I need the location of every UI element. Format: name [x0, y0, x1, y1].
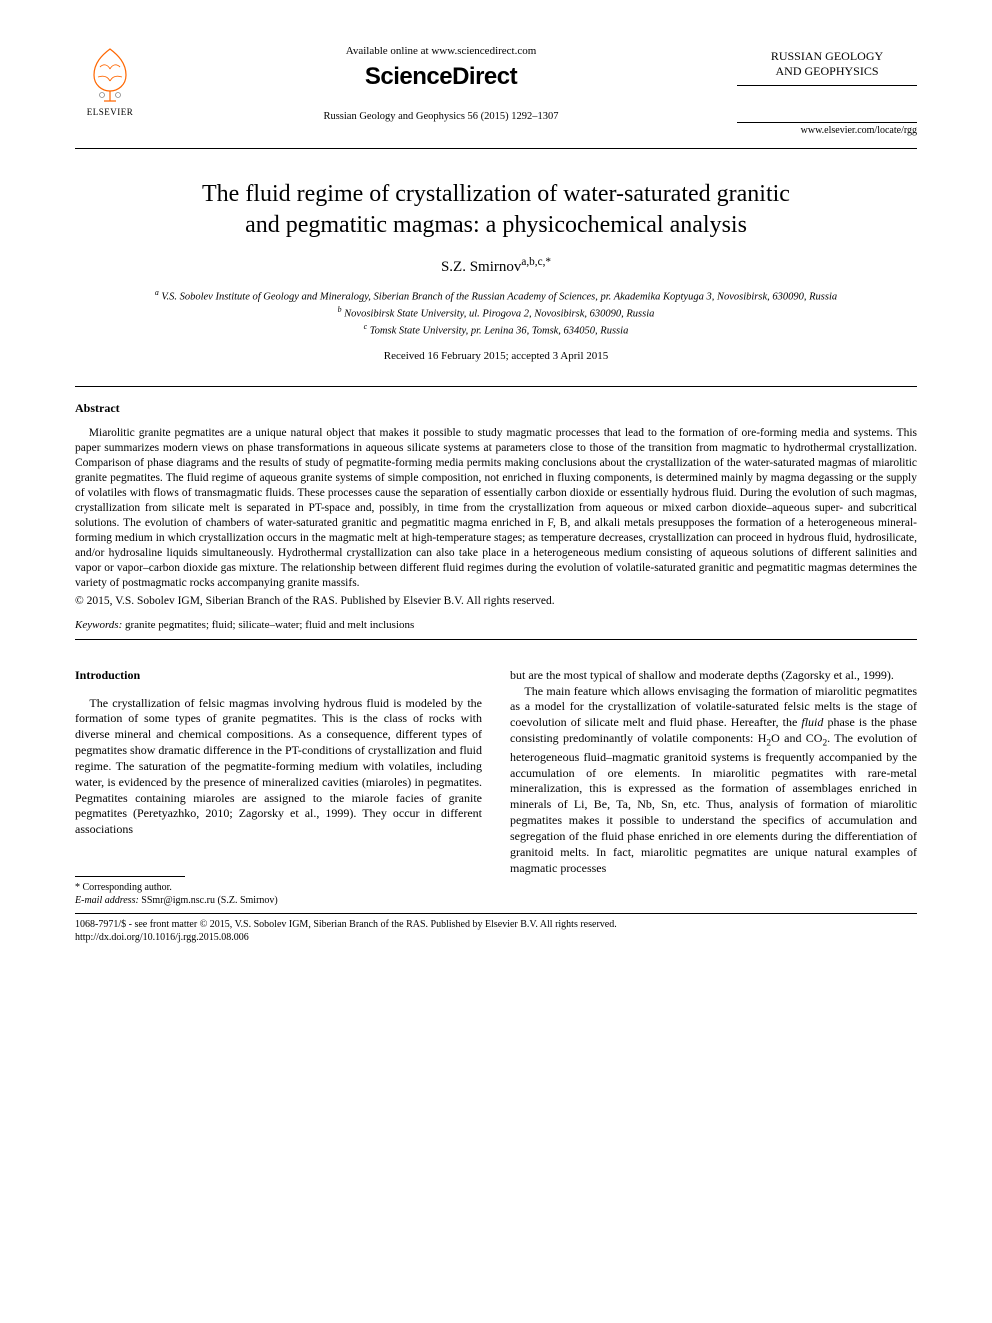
email-footnote: E-mail address: SSmr@igm.nsc.ru (S.Z. Sm… — [75, 894, 482, 907]
right-col-paragraph-2: The main feature which allows envisaging… — [510, 684, 917, 877]
author-sup: a,b,c,* — [521, 256, 551, 268]
header-rule — [75, 148, 917, 149]
footer-rule — [75, 913, 917, 914]
keywords-value: granite pegmatites; fluid; silicate–wate… — [125, 619, 414, 631]
footer-copyright: 1068-7971/$ - see front matter © 2015, V… — [75, 918, 917, 931]
affiliation-c: Tomsk State University, pr. Lenina 36, T… — [370, 325, 629, 336]
received-accepted-dates: Received 16 February 2015; accepted 3 Ap… — [75, 350, 917, 362]
journal-issue-text: Russian Geology and Geophysics 56 (2015)… — [165, 111, 717, 122]
journal-name: RUSSIAN GEOLOGY AND GEOPHYSICS — [737, 49, 917, 86]
keywords-label: Keywords: — [75, 619, 122, 631]
keywords-line: Keywords: granite pegmatites; fluid; sil… — [75, 619, 917, 631]
journal-name-line1: RUSSIAN GEOLOGY — [771, 49, 883, 63]
introduction-heading: Introduction — [75, 668, 482, 684]
intro-paragraph-1: The crystallization of felsic magmas inv… — [75, 696, 482, 838]
page-header: ELSEVIER Available online at www.science… — [75, 45, 917, 136]
header-right: RUSSIAN GEOLOGY AND GEOPHYSICS www.elsev… — [737, 45, 917, 136]
abstract-top-rule — [75, 386, 917, 387]
title-line1: The fluid regime of crystallization of w… — [202, 181, 790, 207]
footer-doi[interactable]: http://dx.doi.org/10.1016/j.rgg.2015.08.… — [75, 931, 917, 944]
body-columns: Introduction The crystallization of fels… — [75, 668, 917, 907]
right-col-continuation: but are the most typical of shallow and … — [510, 668, 917, 684]
elsevier-tree-icon — [82, 45, 138, 105]
right-column: but are the most typical of shallow and … — [510, 668, 917, 907]
author-name: S.Z. Smirnov — [441, 259, 521, 275]
paper-title: The fluid regime of crystallization of w… — [75, 179, 917, 240]
footnote-rule — [75, 876, 185, 877]
publisher-label: ELSEVIER — [87, 107, 134, 117]
email-value[interactable]: SSmr@igm.nsc.ru (S.Z. Smirnov) — [141, 895, 277, 906]
journal-url[interactable]: www.elsevier.com/locate/rgg — [737, 122, 917, 136]
left-column: Introduction The crystallization of fels… — [75, 668, 482, 907]
email-label: E-mail address: — [75, 895, 139, 906]
author-line: S.Z. Smirnova,b,c,* — [75, 256, 917, 276]
abstract-heading: Abstract — [75, 401, 917, 416]
journal-name-line2: AND GEOPHYSICS — [775, 64, 878, 78]
available-online-text: Available online at www.sciencedirect.co… — [165, 45, 717, 57]
affiliation-b: Novosibirsk State University, ul. Pirogo… — [344, 309, 654, 320]
abstract-body: Miarolitic granite pegmatites are a uniq… — [75, 426, 917, 590]
copyright-line: © 2015, V.S. Sobolev IGM, Siberian Branc… — [75, 595, 917, 607]
affiliation-a: V.S. Sobolev Institute of Geology and Mi… — [161, 292, 837, 303]
affiliations: a V.S. Sobolev Institute of Geology and … — [75, 288, 917, 338]
title-line2: and pegmatitic magmas: a physicochemical… — [245, 212, 747, 238]
header-center: Available online at www.sciencedirect.co… — [145, 45, 737, 122]
sciencedirect-logo-text: ScienceDirect — [165, 63, 717, 91]
abstract-bottom-rule — [75, 639, 917, 640]
publisher-block: ELSEVIER — [75, 45, 145, 117]
corresponding-footnote: * Corresponding author. — [75, 881, 482, 894]
